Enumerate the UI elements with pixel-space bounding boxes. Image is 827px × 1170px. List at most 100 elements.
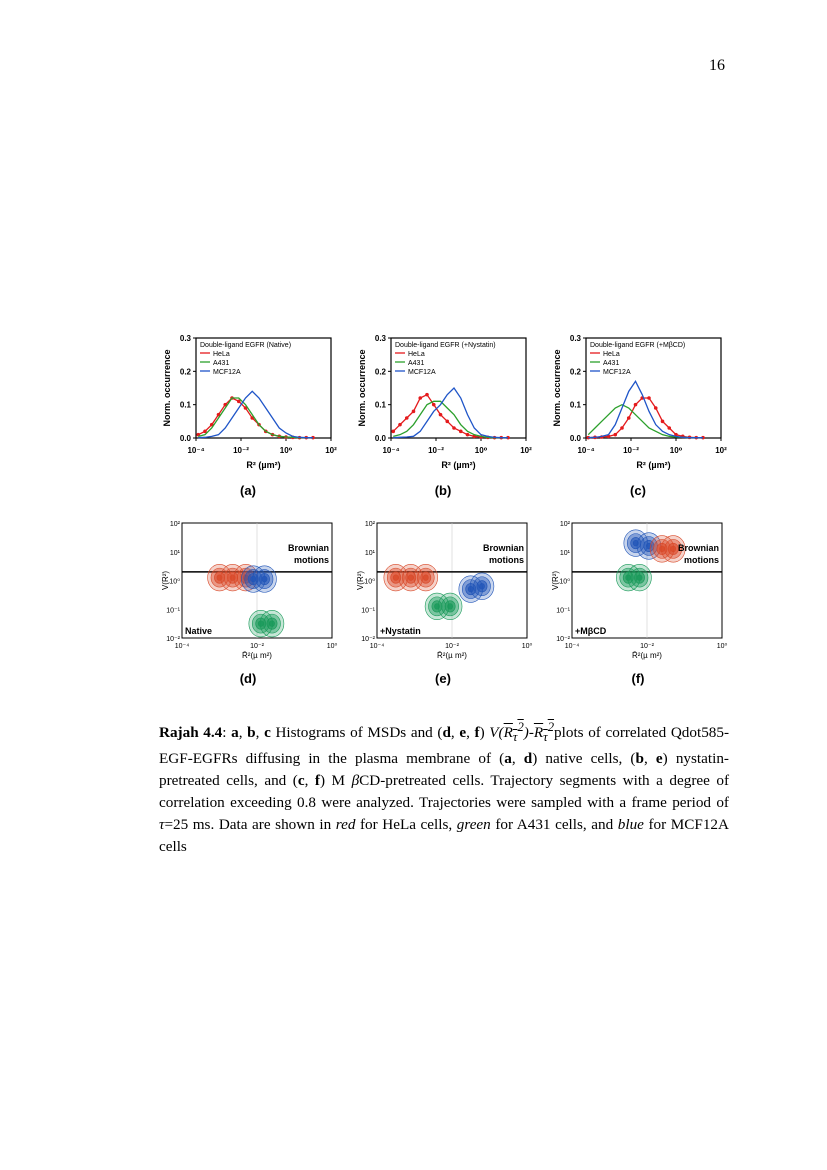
- histogram-panel-c: 0.0 0.1 0.2 0.3 10⁻⁴ 10⁻² 10⁰ 10² R² (µm²) Norm. …: [550, 328, 735, 478]
- data-point: [425, 392, 429, 397]
- series-line-a431: [587, 403, 703, 439]
- caption-text: CD-pretreated cells. Trajectory segments…: [159, 772, 730, 812]
- sublabel-f: (f): [631, 671, 645, 686]
- legend-entry: A431: [603, 360, 619, 367]
- data-point: [391, 429, 396, 434]
- x-tick-label: 10⁻²: [623, 446, 639, 455]
- data-point: [236, 399, 241, 404]
- contour-panel-f: 10⁻² 10⁻¹ 10⁰ 10¹ 10² 10⁻⁴ 10⁻² 10⁰ R̄²(µ m²) V(R…: [550, 513, 735, 663]
- x-tick-label: 10⁻²: [445, 643, 459, 650]
- data-point: [438, 412, 443, 417]
- x-tick-label: 10⁰: [717, 642, 728, 650]
- y-tick-label: 10²: [170, 521, 181, 528]
- y-tick-label: 10⁻²: [556, 636, 570, 643]
- data-point: [626, 416, 631, 420]
- x-tick-label: 10⁻⁴: [187, 446, 204, 455]
- y-tick-label: 10⁻¹: [361, 607, 375, 614]
- caption-ref: a: [504, 750, 512, 768]
- series-line-hela: [392, 393, 508, 439]
- caption-math: )-: [523, 724, 534, 742]
- legend-entry: HeLa: [603, 351, 620, 358]
- legend-entry: MCF12A: [408, 369, 436, 376]
- x-tick-label: 10⁻⁴: [175, 643, 190, 650]
- y-tick-label: 10⁰: [169, 578, 180, 586]
- caption-ref: e: [655, 750, 663, 768]
- x-tick-label: 10⁰: [522, 642, 533, 650]
- data-point: [653, 406, 658, 410]
- contour-blob-a431: [447, 603, 453, 610]
- page-number: 16: [709, 57, 725, 74]
- y-tick-label: 10⁰: [364, 578, 375, 586]
- legend-entry: HeLa: [213, 351, 230, 358]
- region-label: Brownian: [288, 543, 329, 553]
- series-line-a431: [198, 397, 313, 439]
- x-axis-label: R̄²(µ m²): [632, 651, 662, 660]
- caption-math: β: [351, 772, 360, 790]
- data-point: [586, 435, 591, 440]
- x-axis-label: R² (µm²): [441, 460, 475, 470]
- y-tick-label: 0.2: [375, 367, 387, 376]
- plot-frame: [390, 337, 527, 439]
- caption-emph: blue: [617, 816, 644, 834]
- legend-entry: HeLa: [408, 351, 425, 358]
- contour-blob-hela: [422, 574, 429, 581]
- chart-title: Double-ligand EGFR (Native): [200, 342, 291, 349]
- data-point: [620, 426, 624, 430]
- contour-blob-a431: [636, 574, 643, 581]
- legend-entry: A431: [213, 360, 229, 367]
- figure-caption: Rajah 4.4: a, b, c Histograms of MSDs an…: [159, 716, 729, 858]
- caption-ref: b: [635, 750, 644, 768]
- x-tick-label: 10⁻⁴: [565, 643, 580, 650]
- caption-math: 2: [547, 720, 555, 734]
- y-tick-label: 10⁻²: [361, 636, 375, 643]
- series-line-a431: [393, 400, 508, 439]
- caption-emph: green: [456, 816, 491, 834]
- x-tick-label: 10⁰: [670, 446, 683, 455]
- caption-math: Rτ2: [504, 720, 524, 744]
- caption-ref: d: [442, 724, 451, 742]
- caption-ref: c: [264, 724, 271, 742]
- data-point: [418, 396, 423, 400]
- sublabel-c: (c): [630, 483, 646, 498]
- caption-text: ) M: [319, 772, 352, 790]
- sublabel-e: (e): [435, 671, 451, 686]
- caption-text: ) native cells, (: [532, 750, 636, 768]
- caption-text: for MCF12A cells: [159, 816, 729, 856]
- caption-ref: c: [297, 772, 305, 790]
- caption-math: Rτ2: [533, 720, 554, 744]
- caption-math: R: [533, 724, 544, 742]
- caption-ref: b: [247, 724, 256, 742]
- x-axis-label: R² (µm²): [636, 460, 670, 470]
- caption-ref: f: [314, 772, 320, 790]
- histogram-panel-b: 0.0 0.1 0.2 0.3 10⁻⁴ 10⁻² 10⁰ 10² R² (µm²) Norm. …: [355, 328, 540, 478]
- caption-ref: e: [459, 724, 467, 742]
- legend-entry: MCF12A: [213, 369, 241, 376]
- x-tick-label: 10⁻⁴: [577, 446, 594, 455]
- series-line-mcf12a: [198, 390, 313, 439]
- x-tick-label: 10²: [715, 446, 727, 455]
- contour-blob-mcf12a: [467, 585, 474, 593]
- y-tick-label: 0.1: [375, 401, 387, 410]
- y-tick-label: 0.2: [570, 367, 582, 376]
- caption-text: :: [222, 724, 232, 742]
- data-point: [411, 409, 416, 414]
- y-tick-label: 10²: [365, 521, 376, 528]
- chart-title: Double-ligand EGFR (+MβCD): [590, 342, 685, 349]
- y-tick-label: 0.3: [375, 334, 387, 343]
- data-point: [647, 396, 651, 400]
- data-point: [633, 402, 638, 407]
- data-point: [404, 416, 409, 420]
- data-point: [431, 402, 436, 407]
- contour-blob-hela: [392, 574, 399, 581]
- y-tick-label: 10⁰: [559, 578, 570, 586]
- caption-text: for HeLa cells,: [355, 816, 457, 834]
- region-label: motions: [489, 555, 524, 565]
- data-point: [613, 432, 618, 437]
- caption-text: =25 ms. Data are shown in: [164, 816, 336, 834]
- caption-text: ,: [255, 724, 265, 742]
- caption-emph: red: [335, 816, 356, 834]
- x-axis-label: R² (µm²): [246, 460, 280, 470]
- caption-text: ,: [511, 750, 524, 768]
- y-axis-label: V(R²): [551, 571, 560, 590]
- y-tick-label: 0.0: [375, 434, 387, 443]
